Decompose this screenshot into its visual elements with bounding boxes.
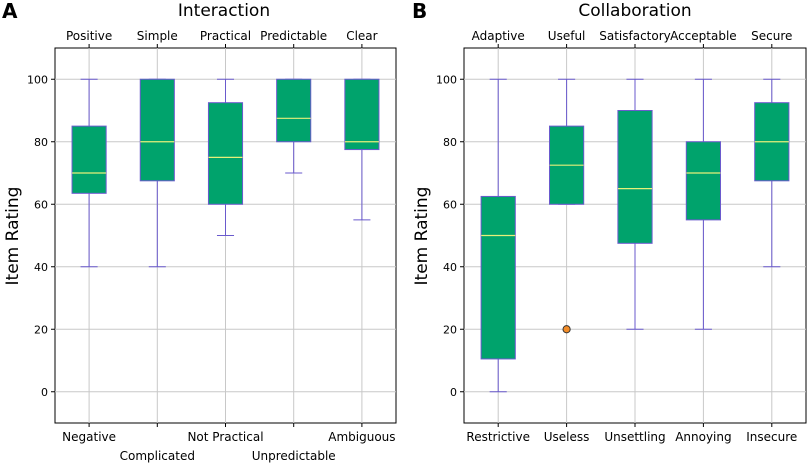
top-category-label: Acceptable	[670, 29, 737, 43]
iqr-box	[480, 195, 516, 360]
top-category-label: Predictable	[260, 29, 327, 43]
y-tick-label: 20	[443, 323, 457, 336]
y-tick-label: 40	[443, 261, 457, 274]
y-tick-label: 40	[34, 261, 48, 274]
y-tick-label: 60	[443, 198, 457, 211]
panel-b-collaboration: B Collaboration Item Rating 0 20 40 60 80 100…	[412, 0, 807, 444]
box-clear	[344, 78, 380, 221]
top-category-label: Secure	[751, 29, 792, 43]
outlier-point	[562, 325, 571, 334]
y-tick-label: 80	[443, 136, 457, 149]
y-tick-label: 100	[436, 73, 457, 86]
bottom-category-label: Useless	[544, 430, 590, 444]
panel-b-y-axis-label: Item Rating	[412, 187, 432, 286]
panel-a-y-axis-label: Item Rating	[3, 187, 23, 286]
panel-b-category-labels: Adaptive Restrictive Useful Useless Satisfac…	[466, 29, 797, 444]
bottom-category-label: Restrictive	[466, 430, 530, 444]
iqr-box	[617, 110, 653, 244]
top-category-label: Adaptive	[472, 29, 525, 43]
bottom-category-label: Annoying	[675, 430, 731, 444]
panel-a-title: Interaction	[178, 1, 270, 21]
bottom-category-label: Complicated	[120, 449, 195, 463]
panel-a-interaction: A Interaction Item Rating 0 20 40 60 80 100 P…	[2, 0, 397, 463]
iqr-box	[344, 78, 380, 151]
top-category-label: Clear	[346, 29, 377, 43]
y-tick-label: 0	[41, 386, 48, 399]
panel-a-category-labels: Positive Negative Simple Complicated Practic…	[62, 29, 395, 463]
panel-b-letter: B	[412, 0, 427, 23]
box-positive	[71, 78, 107, 268]
y-tick-label: 60	[34, 198, 48, 211]
top-category-label: Useful	[548, 29, 586, 43]
bottom-category-label: Insecure	[746, 430, 797, 444]
y-tick-label: 80	[34, 136, 48, 149]
iqr-box	[71, 125, 107, 194]
top-category-label: Practical	[200, 29, 251, 43]
top-category-label: Positive	[66, 29, 112, 43]
panel-a-boxes	[71, 78, 380, 268]
box-predictable	[276, 78, 312, 174]
box-satisfactory	[617, 78, 653, 330]
y-tick-label: 100	[27, 73, 48, 86]
box-adaptive	[480, 78, 516, 393]
box-acceptable	[685, 78, 721, 330]
bottom-category-label: Unpredictable	[252, 449, 336, 463]
iqr-box	[685, 141, 721, 221]
iqr-box	[276, 78, 312, 143]
box-useful	[549, 78, 585, 334]
panel-b-boxes	[480, 78, 790, 393]
y-tick-label: 0	[450, 386, 457, 399]
panel-a-letter: A	[2, 0, 18, 23]
box-simple	[139, 78, 175, 268]
top-category-label: Satisfactory	[599, 29, 671, 43]
bottom-category-label: Unsettling	[604, 430, 665, 444]
iqr-box	[139, 78, 175, 182]
box-practical	[207, 78, 244, 236]
y-tick-label: 20	[34, 323, 48, 336]
bottom-category-label: Negative	[62, 430, 116, 444]
top-category-label: Simple	[137, 29, 178, 43]
bottom-category-label: Ambiguous	[328, 430, 395, 444]
panel-a-y-ticks: 0 20 40 60 80 100	[27, 73, 55, 399]
panel-b-y-ticks: 0 20 40 60 80 100	[436, 73, 464, 399]
panel-b-title: Collaboration	[578, 1, 691, 21]
iqr-box	[207, 102, 244, 205]
bottom-category-label: Not Practical	[187, 430, 263, 444]
box-secure	[754, 78, 790, 268]
